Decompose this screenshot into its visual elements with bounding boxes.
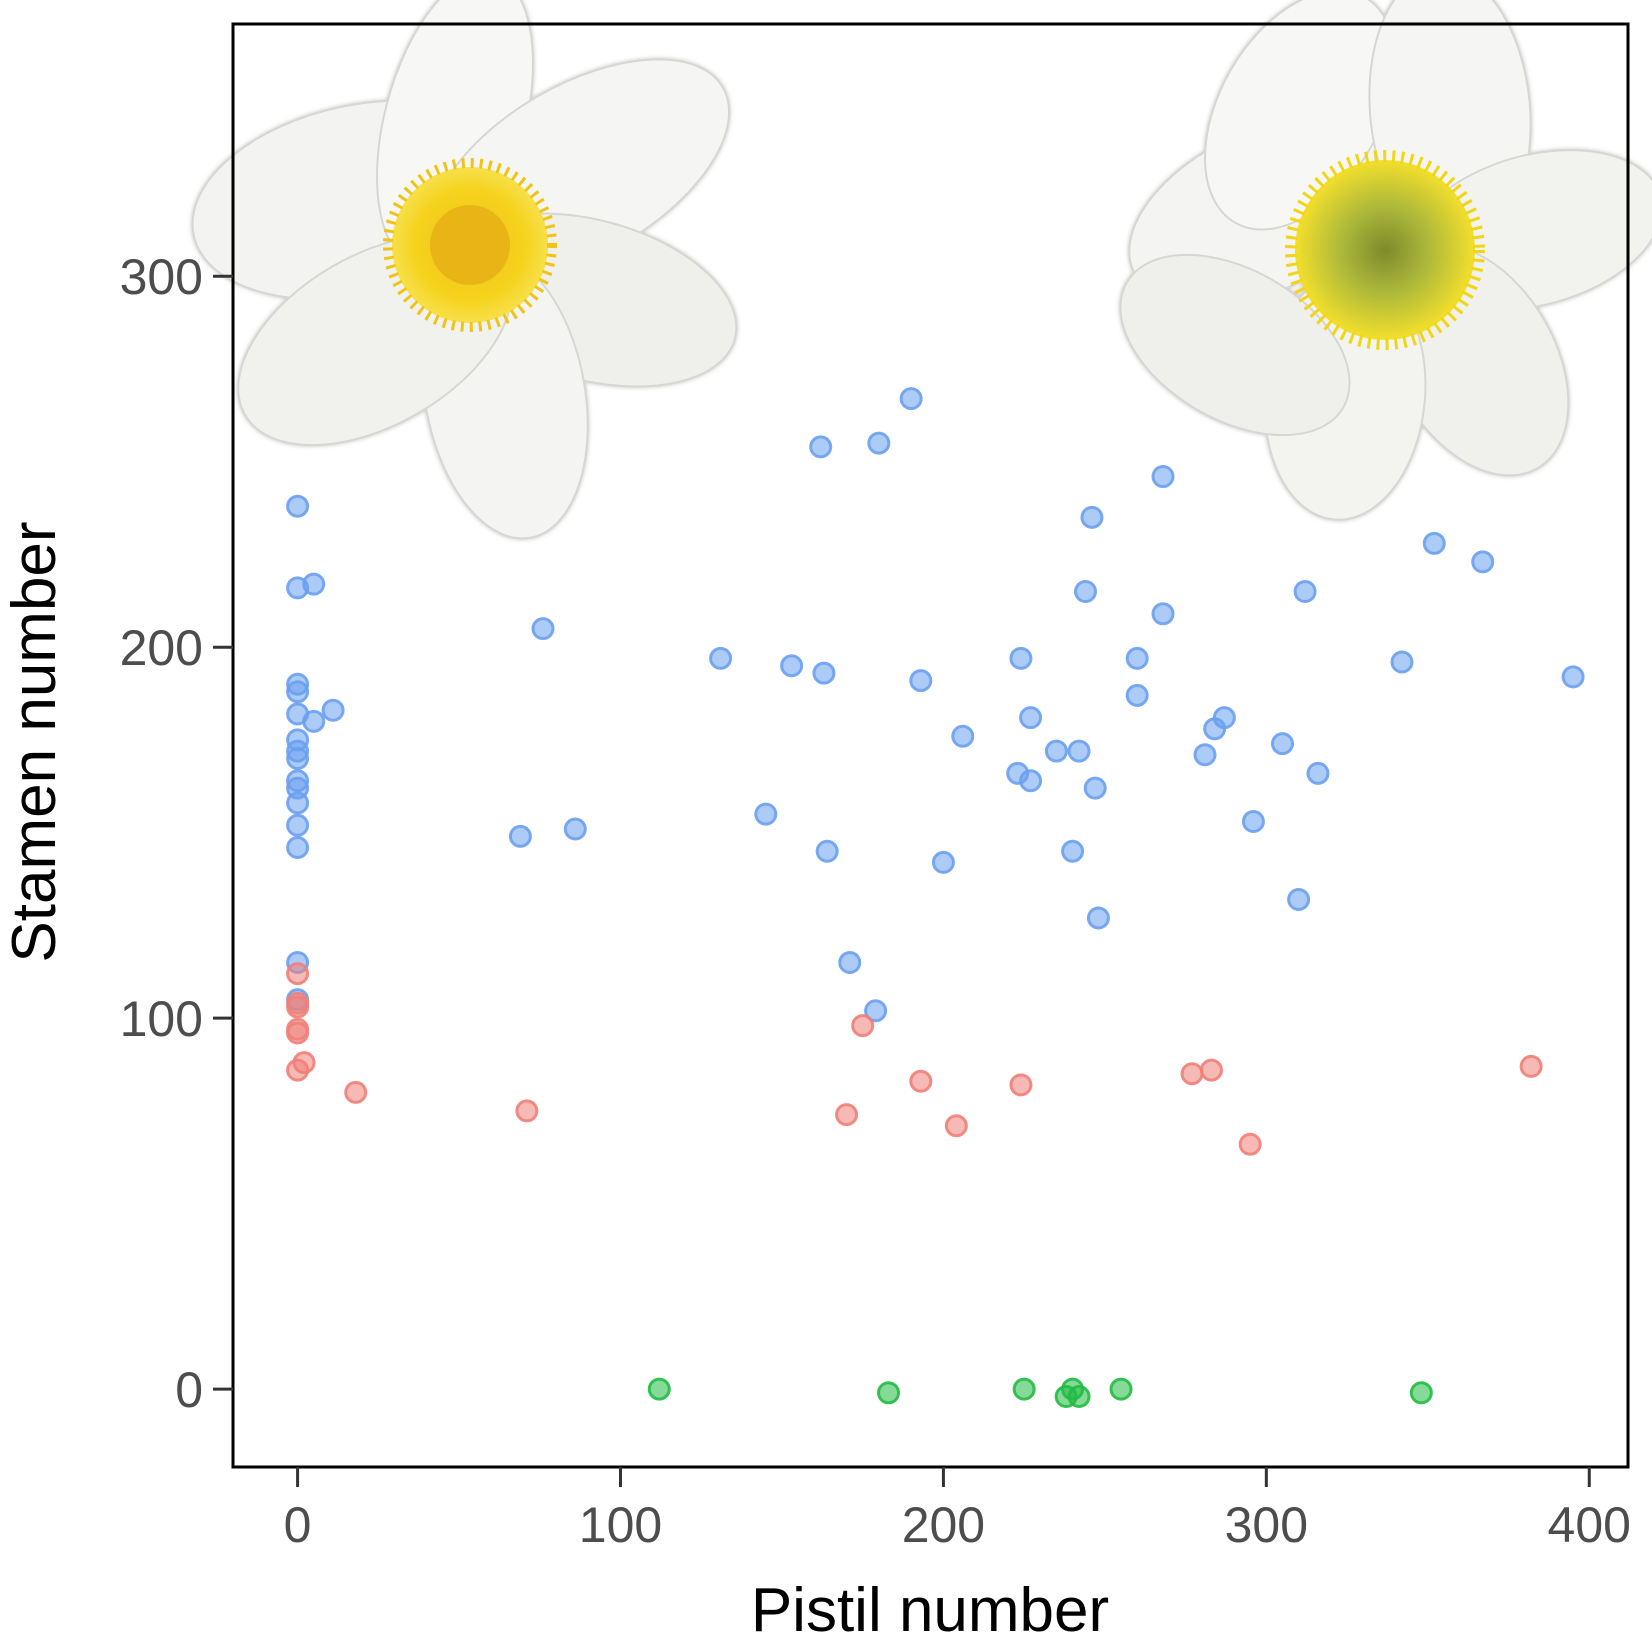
data-point-series-0-43 — [1083, 776, 1107, 800]
data-point-series-0-33 — [951, 724, 975, 748]
data-point-series-0-57 — [1390, 650, 1414, 674]
data-point-series-0-35 — [1009, 646, 1033, 670]
data-point-series-1-12 — [944, 1114, 968, 1138]
data-point-series-0-38 — [1044, 739, 1068, 763]
data-point-series-0-59 — [1471, 550, 1495, 574]
data-point-series-2-6 — [1109, 1377, 1133, 1401]
data-point-series-0-32 — [931, 850, 955, 874]
x-axis: 0 100 200 300 400 — [284, 1467, 1631, 1553]
data-point-series-1-4 — [286, 1021, 310, 1045]
data-point-series-0-31 — [909, 669, 933, 693]
data-point-series-0-52 — [1241, 810, 1265, 834]
data-point-series-2-7 — [1409, 1381, 1433, 1405]
data-point-series-0-25 — [812, 661, 836, 685]
data-point-series-0-54 — [1287, 887, 1311, 911]
data-point-series-0-53 — [1270, 732, 1294, 756]
data-point-series-0-29 — [867, 431, 891, 455]
data-point-series-0-27 — [838, 951, 862, 975]
data-point-series-0-26 — [815, 839, 839, 863]
plot-border — [231, 22, 1630, 1469]
data-point-series-0-0 — [286, 494, 310, 518]
data-point-series-0-23 — [780, 654, 804, 678]
data-point-series-1-10 — [851, 1014, 875, 1038]
data-point-series-0-37 — [1019, 769, 1043, 793]
data-point-series-0-28 — [864, 999, 888, 1023]
data-point-series-1-6 — [292, 1051, 316, 1075]
x-tick-label: 0 — [284, 1497, 312, 1553]
data-point-series-2-0 — [647, 1377, 671, 1401]
x-tick-label: 400 — [1548, 1497, 1631, 1553]
data-point-series-1-8 — [515, 1099, 539, 1123]
data-point-series-0-36 — [1019, 706, 1043, 730]
x-tick-label: 200 — [902, 1497, 985, 1553]
data-point-series-0-58 — [1422, 531, 1446, 555]
data-point-series-0-2 — [302, 572, 326, 596]
data-point-series-1-9 — [835, 1103, 859, 1127]
data-point-series-0-24 — [809, 435, 833, 459]
data-point-series-0-18 — [508, 824, 532, 848]
data-point-series-0-13 — [286, 791, 310, 815]
data-point-series-1-16 — [1238, 1132, 1262, 1156]
data-point-series-0-6 — [302, 709, 326, 733]
data-point-series-0-46 — [1125, 683, 1149, 707]
x-tick-label: 300 — [1225, 1497, 1308, 1553]
data-point-series-0-14 — [286, 813, 310, 837]
data-point-series-0-22 — [754, 802, 778, 826]
data-point-series-0-7 — [321, 698, 345, 722]
data-point-series-0-4 — [286, 680, 310, 704]
data-point-series-2-5 — [1067, 1385, 1091, 1409]
y-tick-label: 100 — [120, 991, 203, 1047]
y-tick-label: 300 — [120, 249, 203, 305]
data-point-series-2-2 — [1012, 1377, 1036, 1401]
data-point-series-0-56 — [1306, 761, 1330, 785]
x-axis-title: Pistil number — [751, 1576, 1109, 1636]
data-point-series-0-60 — [1561, 665, 1585, 689]
data-point-series-0-20 — [563, 817, 587, 841]
data-point-series-0-21 — [709, 646, 733, 670]
data-point-series-1-2 — [286, 995, 310, 1019]
data-point-series-0-49 — [1193, 743, 1217, 767]
data-point-series-0-44 — [1086, 906, 1110, 930]
data-point-series-1-15 — [1199, 1058, 1223, 1082]
y-tick-label: 0 — [175, 1362, 203, 1418]
white-flower-yellow-stamens-icon — [191, 0, 738, 540]
data-point-series-1-13 — [1009, 1073, 1033, 1097]
data-point-series-0-40 — [1067, 739, 1091, 763]
points-layer — [286, 387, 1585, 1409]
data-point-series-0-10 — [286, 746, 310, 770]
data-point-series-1-0 — [286, 962, 310, 986]
data-point-series-0-55 — [1293, 580, 1317, 604]
data-point-series-0-45 — [1125, 646, 1149, 670]
data-point-series-0-47 — [1151, 465, 1175, 489]
data-point-series-0-41 — [1074, 580, 1097, 604]
data-point-series-1-11 — [909, 1069, 933, 1093]
y-tick-label: 200 — [120, 620, 203, 676]
data-point-series-1-7 — [344, 1080, 368, 1104]
data-point-series-0-39 — [1061, 839, 1085, 863]
y-axis: 0 100 200 300 — [120, 249, 233, 1418]
data-point-series-0-42 — [1080, 505, 1104, 529]
data-point-series-1-17 — [1519, 1054, 1543, 1078]
data-point-series-0-15 — [286, 836, 310, 860]
white-flower-green-pistil-center-icon — [1119, 0, 1652, 521]
x-tick-label: 100 — [579, 1497, 662, 1553]
data-point-series-0-30 — [899, 387, 923, 411]
data-point-series-1-14 — [1180, 1062, 1204, 1086]
data-point-series-0-51 — [1212, 706, 1236, 730]
data-point-series-0-19 — [531, 617, 555, 641]
data-point-series-0-48 — [1151, 602, 1175, 626]
data-point-series-2-1 — [877, 1381, 901, 1405]
y-axis-title: Stamen number — [0, 521, 69, 962]
